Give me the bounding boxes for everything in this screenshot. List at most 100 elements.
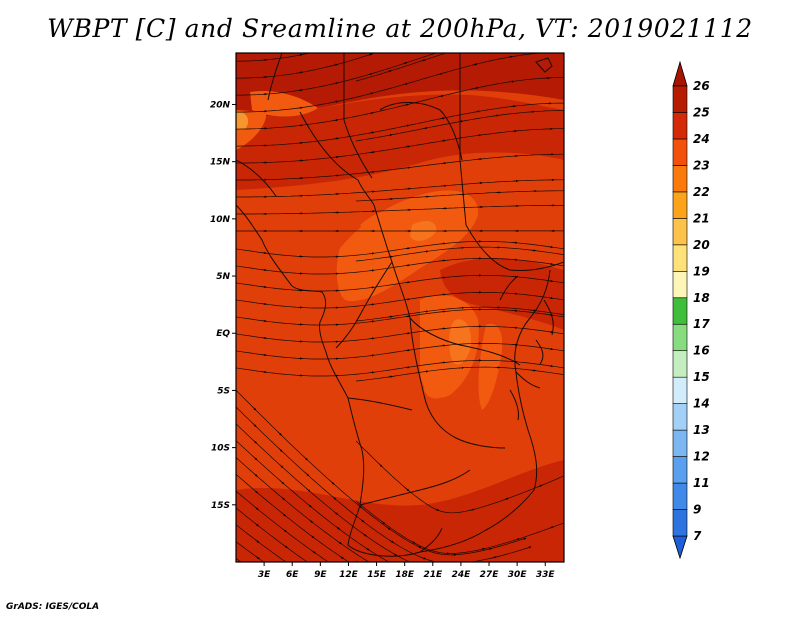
streamline-arrow [423, 310, 429, 313]
streamline [355, 53, 448, 82]
streamline-arrow [261, 319, 267, 323]
streamline-arrow [297, 71, 304, 74]
streamline-arrow [305, 472, 310, 477]
streamline-arrow [357, 504, 363, 509]
streamline-arrow [333, 137, 339, 140]
colorbar-label: 24 [693, 132, 710, 146]
streamline-arrow [369, 371, 375, 374]
streamline [236, 53, 437, 96]
streamline-arrow [386, 526, 391, 530]
streamline-arrow [333, 82, 339, 85]
colorbar-label: 12 [693, 450, 710, 464]
streamline-arrow [548, 279, 554, 283]
lon-label: 15E [367, 570, 387, 580]
streamline-arrow [261, 268, 267, 272]
streamline-arrow [405, 487, 410, 492]
streamline-arrow [254, 522, 260, 527]
streamline-arrow [526, 546, 532, 549]
temperature-patch [449, 319, 472, 365]
streamline-arrow [281, 512, 287, 517]
lon-label: 3E [258, 570, 271, 580]
streamline-arrow [530, 249, 537, 252]
streamline-arrow [387, 255, 394, 258]
streamline-arrow [280, 480, 285, 485]
streamline-arrow [252, 423, 257, 428]
streamline-arrow [330, 480, 335, 485]
colorbar-label: 13 [693, 423, 710, 437]
streamline-arrow [434, 508, 440, 511]
streamline-arrow [261, 285, 267, 289]
streamline-arrow [280, 496, 286, 501]
streamline-arrow [441, 162, 447, 165]
colorbar-label: 9 [693, 503, 701, 517]
lon-label: 18E [395, 570, 415, 580]
colorbar-swatch [672, 350, 688, 378]
streamline-arrow [486, 547, 493, 551]
colorbar-bottom-triangle [672, 535, 688, 560]
streamline-arrow [306, 488, 311, 493]
lon-label: 27E [480, 570, 500, 580]
streamline [236, 423, 411, 562]
streamline-arrow [253, 489, 259, 494]
lat-label: 5N [216, 272, 230, 282]
streamline [236, 557, 242, 562]
border-line [455, 437, 506, 449]
colorbar: 7 9 11 12 13 14 15 16 17 18 19 20 21 22 23 24 25 26 [672, 60, 710, 560]
streamline-arrow [253, 473, 258, 477]
streamline-arrow [403, 103, 410, 106]
streamline-arrow [423, 370, 429, 373]
lat-label: 10S [211, 444, 230, 454]
lat-label: 15N [210, 158, 231, 168]
colorbar-label: 16 [693, 344, 710, 358]
border-line [299, 111, 375, 206]
streamline-arrow [392, 552, 398, 556]
temperature-patch [336, 190, 479, 302]
streamline [355, 500, 564, 554]
colorbar-label: 15 [693, 370, 710, 384]
border-line [509, 389, 519, 421]
streamline-arrow [438, 95, 445, 98]
colorbar-swatch [672, 191, 688, 219]
streamline-arrow [423, 250, 429, 253]
streamline-arrow [284, 560, 289, 562]
colorbar-label: 22 [693, 185, 710, 199]
coastline-borders [236, 53, 564, 557]
border-line [419, 527, 443, 553]
colorbar-swatch [672, 482, 688, 510]
colorbar-swatch [672, 509, 688, 537]
colorbar-swatch [672, 218, 688, 246]
streamline-arrow [509, 80, 515, 83]
streamline-arrow [567, 255, 571, 256]
streamline-arrow [367, 72, 374, 76]
border-line [347, 397, 413, 411]
streamline-arrow [297, 89, 304, 92]
streamline [236, 77, 564, 130]
streamline-arrow [333, 100, 339, 103]
colorbar-label: 21 [693, 211, 710, 225]
lat-label: 15S [211, 501, 230, 511]
streamline [236, 53, 546, 113]
streamline-arrow [369, 354, 375, 357]
streamline-arrow [369, 286, 375, 289]
streamline-arrow [404, 145, 411, 148]
streamline-arrow [416, 545, 422, 549]
streamline-arrow [514, 538, 521, 541]
streamline-arrow [439, 117, 446, 120]
border-line [515, 371, 541, 389]
border-line [267, 53, 283, 101]
lon-label: 21E [423, 570, 443, 580]
lat-label: EQ [216, 329, 230, 339]
map-frame [235, 52, 565, 563]
streamline-arrow [510, 105, 516, 108]
streamline-arrow [437, 72, 443, 76]
streamline-arrow [404, 332, 411, 335]
streamline-arrow [567, 315, 571, 316]
streamline-arrow [307, 503, 312, 508]
streamline-arrow [380, 520, 386, 525]
streamline-arrow [333, 119, 339, 122]
streamline-arrow [279, 464, 284, 469]
streamline-arrow [387, 375, 394, 378]
streamline-arrow [476, 134, 482, 137]
temperature-patch [360, 208, 408, 240]
border-line [409, 317, 521, 366]
